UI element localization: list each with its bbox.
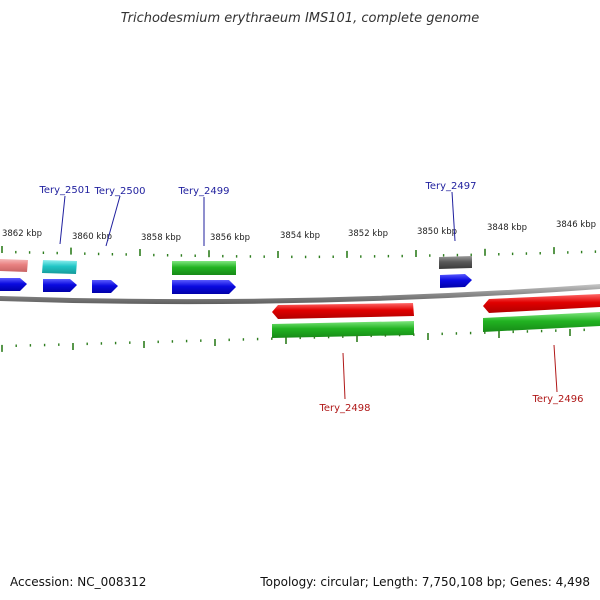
tick-label: 3856 kbp — [210, 233, 250, 243]
reverse-feature-genes — [272, 312, 600, 338]
leader-line — [553, 344, 558, 393]
cds-arrow[interactable] — [0, 278, 27, 291]
label-leader-lines — [59, 191, 558, 400]
cds-arrow[interactable] — [172, 280, 236, 294]
gene-label-tery-2501[interactable]: Tery_2501 — [38, 185, 90, 196]
leader-line — [59, 195, 66, 245]
tick-label: 3862 kbp — [2, 229, 42, 239]
leader-line — [105, 195, 121, 247]
tick-label: 3860 kbp — [72, 232, 112, 242]
gene-tery-2499[interactable] — [172, 261, 236, 275]
topology-text: Topology: circular; Length: 7,750,108 bp… — [259, 575, 590, 589]
gene-label-tery-2496[interactable]: Tery_2496 — [531, 394, 583, 405]
tick-label: 3858 kbp — [141, 233, 181, 243]
gene-label-tery-2498[interactable]: Tery_2498 — [318, 403, 370, 414]
gene-tery-2498[interactable] — [272, 321, 414, 338]
tick-label: 3846 kbp — [556, 220, 596, 230]
tick-label: 3852 kbp — [348, 229, 388, 239]
cds-arrow[interactable] — [43, 279, 77, 292]
reverse-cds-arrows — [272, 294, 600, 319]
gene-labels: Tery_2501 Tery_2500 Tery_2499 Tery_2497 … — [38, 181, 583, 414]
gene-tery-2496[interactable] — [483, 312, 600, 332]
tick-label: 3850 kbp — [417, 227, 457, 237]
map-title: Trichodesmium erythraeum IMS101, complet… — [121, 11, 480, 26]
cds-arrow[interactable] — [92, 280, 118, 293]
genome-backbone — [0, 284, 600, 305]
gene-label-tery-2497[interactable]: Tery_2497 — [424, 181, 476, 192]
leader-line — [451, 191, 456, 242]
inner-tick-ring — [1, 328, 585, 352]
forward-feature-genes — [0, 256, 472, 275]
gene-label-tery-2499[interactable]: Tery_2499 — [177, 186, 229, 197]
accession-text: Accession: NC_008312 — [10, 575, 146, 589]
cds-arrow-reverse[interactable] — [483, 294, 600, 313]
gene-tery-2501[interactable] — [42, 260, 77, 274]
tick-labels: 3862 kbp 3860 kbp 3858 kbp 3856 kbp 3854… — [2, 220, 596, 243]
leader-line — [342, 352, 346, 400]
tick-label: 3848 kbp — [487, 223, 527, 233]
cds-arrow[interactable] — [440, 274, 472, 288]
gene-pink-partial[interactable] — [0, 259, 28, 272]
gene-tery-2497[interactable] — [439, 256, 472, 269]
gene-label-tery-2500[interactable]: Tery_2500 — [93, 186, 145, 197]
tick-label: 3854 kbp — [280, 231, 320, 241]
outer-tick-ring — [1, 246, 597, 259]
cds-arrow-reverse[interactable] — [272, 303, 414, 319]
forward-cds-arrows — [0, 274, 472, 294]
